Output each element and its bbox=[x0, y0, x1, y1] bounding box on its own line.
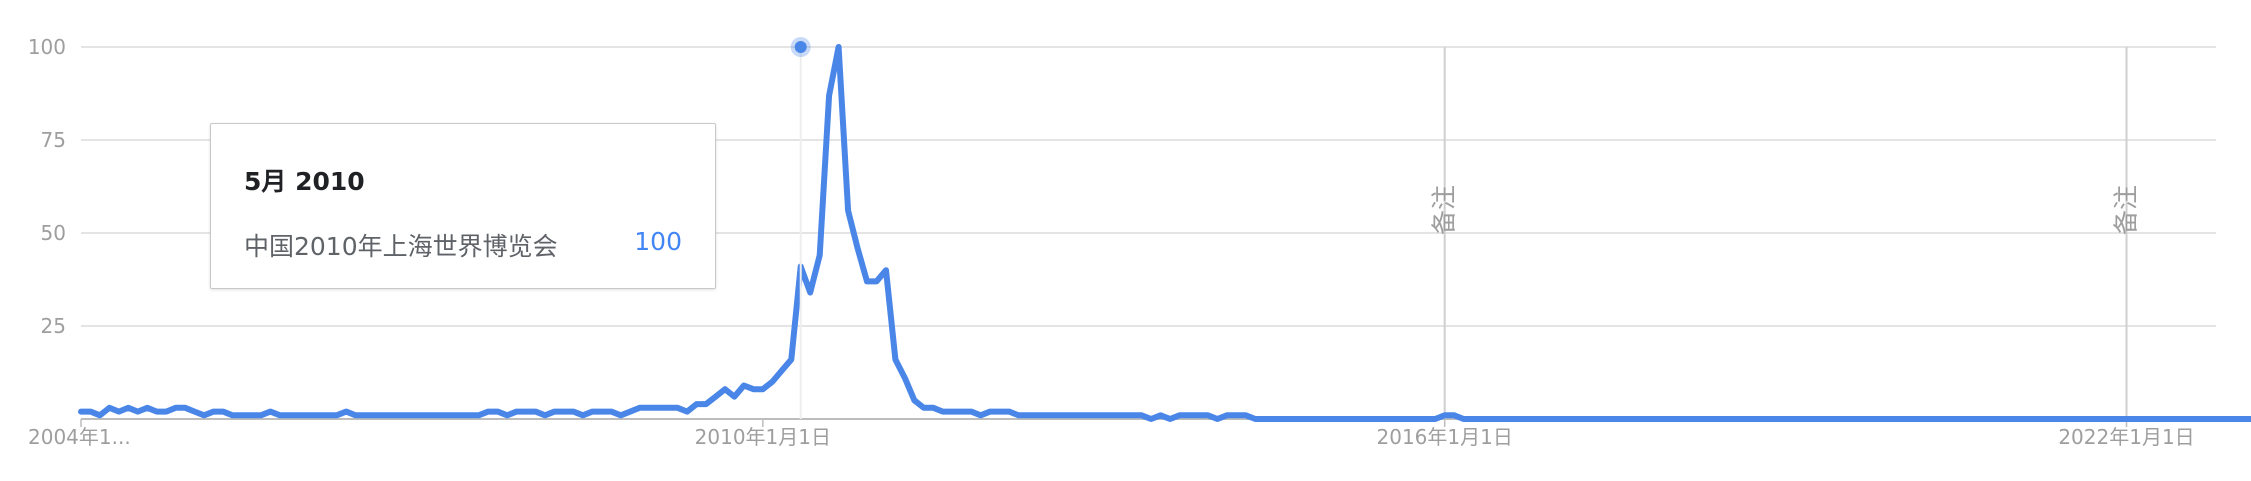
x-tick-label: 2004年1... bbox=[28, 425, 131, 449]
series-group bbox=[78, 37, 2251, 422]
x-tick-label: 2016年1月1日 bbox=[1377, 425, 1513, 449]
hover-tooltip: 5月 2010 中国2010年上海世界博览会 100 bbox=[210, 123, 716, 289]
y-tick-label: 25 bbox=[41, 314, 66, 338]
y-tick-label: 75 bbox=[41, 128, 66, 152]
tooltip-series-name: 中国2010年上海世界博览会 bbox=[244, 232, 558, 261]
y-axis-ticks: 100 75 50 25 bbox=[28, 35, 66, 338]
y-tick-label: 50 bbox=[41, 221, 66, 245]
note-label: 备注 bbox=[1430, 185, 1459, 235]
highlight-point bbox=[794, 41, 807, 53]
note-markers: 备注 备注 bbox=[1430, 47, 2141, 419]
tooltip-value: 100 bbox=[634, 227, 682, 256]
tooltip-date: 5月 2010 bbox=[244, 167, 365, 196]
x-tick-label: 2022年1月1日 bbox=[2058, 425, 2194, 449]
x-tick-label: 2010年1月1日 bbox=[695, 425, 831, 449]
note-label: 备注 bbox=[2112, 185, 2141, 235]
series-line bbox=[78, 44, 2251, 422]
x-axis-ticks: 2004年1... 2010年1月1日 2016年1月1日 2022年1月1日 bbox=[28, 419, 2195, 449]
y-tick-label: 100 bbox=[28, 35, 66, 59]
